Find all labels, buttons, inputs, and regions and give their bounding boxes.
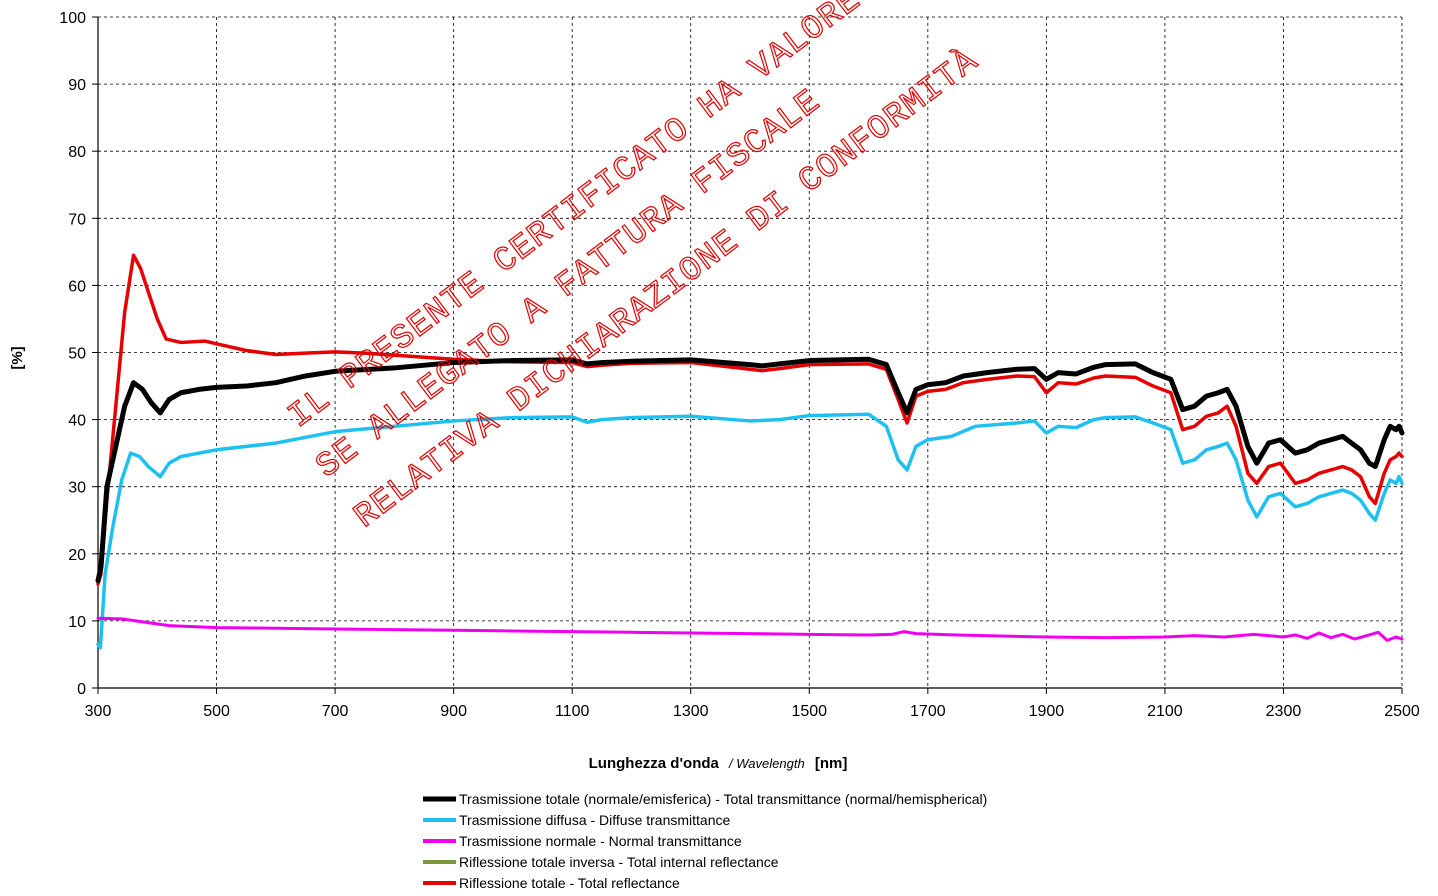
y-tick-label-7: 70 — [68, 211, 86, 228]
x-tick-label-4: 1100 — [555, 703, 590, 720]
y-tick-label-2: 20 — [68, 547, 86, 564]
x-axis-label-unit: [nm] — [815, 755, 848, 772]
x-tick-label-8: 1900 — [1029, 703, 1065, 720]
x-tick-labels: 300 500 700 900 1100 1300 1500 1700 1900 2100 2300… — [85, 703, 1420, 720]
y-tick-labels: 0 10 20 30 40 50 60 70 80 90 100 — [59, 10, 86, 698]
legend-label-2: Trasmissione normale - Normal transmitta… — [459, 833, 742, 849]
y-tick-label-1: 10 — [68, 614, 86, 631]
series-line-1 — [96, 412, 1404, 650]
x-tick-label-3: 900 — [440, 703, 467, 720]
legend: Trasmissione totale (normale/emisferica)… — [423, 791, 987, 891]
y-tick-label-6: 60 — [68, 278, 86, 295]
x-tick-label-2: 700 — [322, 703, 349, 720]
grid-lines — [98, 16, 1403, 688]
x-tick-label-7: 1700 — [910, 703, 946, 720]
legend-label-1: Trasmissione diffusa - Diffuse transmitt… — [459, 812, 731, 828]
y-tick-label-5: 50 — [68, 346, 86, 363]
legend-label-4: Riflessione totale - Total reflectance — [459, 875, 680, 891]
x-tick-label-5: 1300 — [673, 703, 709, 720]
legend-label-0: Trasmissione totale (normale/emisferica)… — [459, 791, 987, 807]
x-tick-label-11: 2500 — [1384, 703, 1420, 720]
x-axis-label-main: Lunghezza d'onda — [589, 755, 720, 772]
y-tick-label-10: 100 — [59, 10, 86, 27]
x-axis-label: Lunghezza d'onda / Wavelength [nm] — [589, 755, 848, 772]
series-line-0 — [95, 356, 1405, 584]
y-tick-label-9: 90 — [68, 77, 86, 94]
series-line-2 — [96, 616, 1404, 642]
x-tick-label-0: 300 — [85, 703, 112, 720]
x-tick-label-9: 2100 — [1147, 703, 1183, 720]
x-tick-label-10: 2300 — [1266, 703, 1302, 720]
series-lines — [95, 253, 1405, 650]
x-tick-label-6: 1500 — [791, 703, 827, 720]
series-line-4 — [96, 253, 1404, 586]
y-tick-label-8: 80 — [68, 144, 86, 161]
y-tick-label-3: 30 — [68, 480, 86, 497]
x-tick-label-1: 500 — [203, 703, 230, 720]
y-axis-label: [%] — [9, 346, 26, 369]
x-axis-label-italic: / Wavelength — [728, 756, 805, 771]
y-tick-label-0: 0 — [77, 681, 86, 698]
y-tick-label-4: 40 — [68, 413, 86, 430]
legend-label-3: Riflessione totale inversa - Total inter… — [459, 854, 779, 870]
